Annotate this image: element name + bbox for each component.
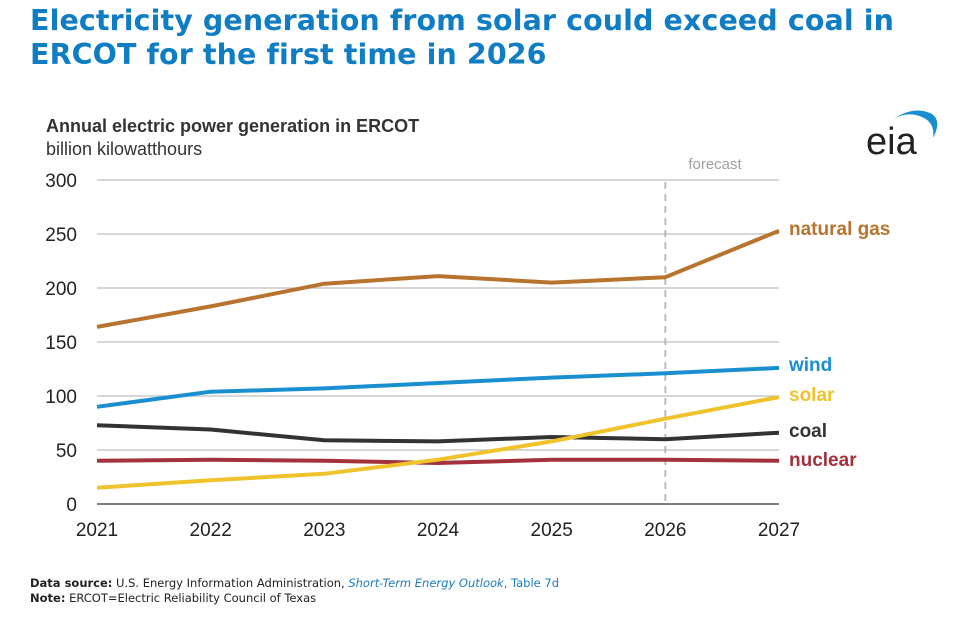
source-line: Data source: U.S. Energy Information Adm… bbox=[30, 576, 559, 591]
x-tick-label: 2022 bbox=[190, 520, 232, 541]
y-tick-label: 150 bbox=[45, 333, 77, 354]
chart-title: Annual electric power generation in ERCO… bbox=[46, 116, 419, 136]
series-line-wind bbox=[96, 365, 780, 409]
forecast-region: forecast bbox=[664, 156, 743, 504]
note-label: Note: bbox=[30, 591, 66, 605]
y-tick-label: 100 bbox=[45, 387, 77, 408]
grid bbox=[97, 179, 779, 505]
note-line: Note: ERCOT=Electric Reliability Council… bbox=[30, 591, 559, 606]
x-axis: 2021 2022 2023 2024 2025 2026 2027 bbox=[76, 520, 800, 541]
headline: Electricity generation from solar could … bbox=[30, 4, 894, 71]
eia-logo-text: eia bbox=[866, 121, 918, 163]
series-label-solar: solar bbox=[789, 385, 835, 406]
eia-logo-swoosh bbox=[888, 110, 938, 138]
source-suffix: , Table 7d bbox=[503, 576, 560, 590]
chart: Annual electric power generation in ERCO… bbox=[45, 110, 938, 541]
series-line-coal bbox=[96, 423, 780, 444]
y-tick-label: 200 bbox=[45, 279, 77, 300]
series-lines bbox=[96, 228, 780, 490]
series-label-coal: coal bbox=[789, 421, 827, 442]
source-link[interactable]: Short-Term Energy Outlook, Table 7d bbox=[348, 576, 559, 590]
series-line-nuclear bbox=[96, 457, 780, 465]
x-tick-label: 2024 bbox=[417, 520, 460, 541]
note-text: ERCOT=Electric Reliability Council of Te… bbox=[69, 591, 317, 605]
y-tick-label: 250 bbox=[45, 225, 77, 246]
footer: Data source: U.S. Energy Information Adm… bbox=[30, 576, 559, 606]
series-label-nuclear: nuclear bbox=[789, 450, 857, 471]
chart-subtitle: billion kilowatthours bbox=[46, 139, 202, 159]
source-label: Data source: bbox=[30, 576, 113, 590]
x-tick-label: 2026 bbox=[644, 520, 686, 541]
forecast-label: forecast bbox=[688, 156, 742, 173]
series-line-natural-gas bbox=[96, 228, 780, 329]
x-tick-label: 2027 bbox=[758, 520, 800, 541]
series-label-natural-gas: natural gas bbox=[789, 219, 890, 240]
series-label-wind: wind bbox=[788, 355, 832, 376]
y-axis: 0 50 100 150 200 250 300 bbox=[45, 171, 77, 516]
y-tick-label: 0 bbox=[66, 495, 77, 516]
series-line-solar bbox=[96, 395, 780, 490]
eia-logo: eia bbox=[866, 110, 938, 163]
x-tick-label: 2021 bbox=[76, 520, 118, 541]
source-text: U.S. Energy Information Administration, bbox=[116, 576, 345, 590]
x-tick-label: 2023 bbox=[303, 520, 345, 541]
x-tick-label: 2025 bbox=[531, 520, 573, 541]
y-tick-label: 300 bbox=[45, 171, 77, 192]
source-title: Short-Term Energy Outlook bbox=[348, 576, 504, 590]
series-labels: natural gas wind solar coal nuclear bbox=[788, 219, 890, 471]
y-tick-label: 50 bbox=[56, 441, 77, 462]
